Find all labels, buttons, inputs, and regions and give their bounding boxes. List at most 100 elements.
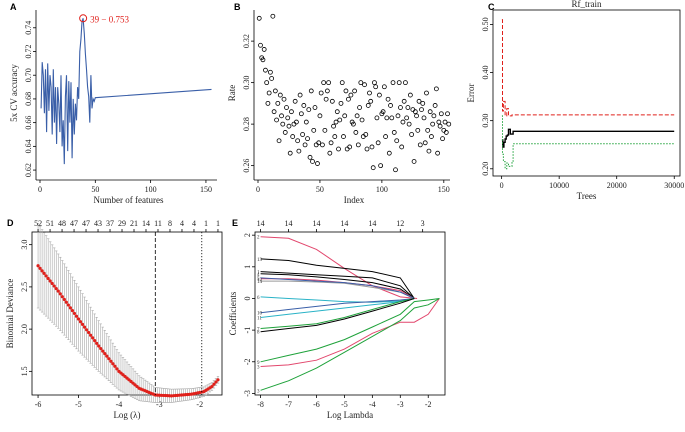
chart-d-mean-point: [216, 378, 220, 382]
chart-b-point: [352, 88, 358, 94]
chart-a-max-marker: [79, 14, 88, 23]
chart-e-coef-line-5: [260, 277, 415, 299]
chart-d-mean-point: [48, 279, 52, 283]
chart-e-x-tick-label: -2: [425, 400, 432, 409]
chart-b-point: [376, 92, 382, 98]
chart-b-point: [390, 80, 396, 86]
chart-e-coef-label: 10: [257, 312, 263, 317]
chart-b-x-tick-label: 50: [316, 185, 324, 194]
chart-a-y-tick-label: 0.64: [24, 139, 33, 153]
chart-b-point: [389, 115, 395, 121]
chart-b-point: [385, 96, 391, 102]
chart-e-coef-label: 5: [257, 277, 260, 282]
chart-b-y-tick-label: 0.30: [242, 76, 251, 90]
chart-b-point: [422, 140, 428, 146]
chart-b-y-tick-label: 0.26: [242, 159, 251, 173]
chart-d-mean-point: [62, 297, 66, 302]
chart-e-coef-line-9: [260, 298, 440, 363]
chart-e-coef-line-3: [260, 298, 440, 367]
chart-b-point: [327, 150, 333, 156]
chart-b-point: [388, 103, 393, 108]
chart-d-mean-point: [103, 352, 107, 356]
chart-e-coef-label: 1: [257, 271, 260, 276]
chart-e-coef-label: 6: [257, 296, 260, 301]
chart-e-top-tick-label: 3: [421, 219, 425, 228]
chart-b-point: [271, 109, 277, 115]
chart-d-mean-point: [70, 309, 75, 313]
chart-b-point: [443, 130, 449, 135]
chart-d-mean-point: [115, 367, 119, 371]
chart-d-mean-point: [52, 284, 56, 288]
chart-b-point: [284, 105, 289, 110]
chart-b-point: [287, 150, 293, 156]
chart-d-mean-point: [91, 336, 95, 340]
chart-b-point: [347, 144, 353, 150]
chart-b-point: [435, 150, 441, 156]
chart-d-mean-point: [89, 333, 93, 337]
chart-e-top-tick-label: 14: [340, 219, 348, 228]
chart-d-top-tick-label: 11: [154, 219, 162, 228]
chart-b-point: [260, 57, 266, 63]
chart-a-x-label: Number of features: [94, 195, 164, 205]
chart-b-point: [339, 80, 345, 86]
chart-d-x-tick-label: -4: [116, 400, 123, 409]
chart-d-mean-point: [54, 286, 58, 291]
chart-d-top-tick-label: 21: [130, 219, 138, 228]
chart-b-point: [301, 103, 307, 108]
chart-b-point: [399, 144, 405, 150]
chart-e-coef-line-8: [260, 298, 415, 333]
chart-d-top-tick-label: 43: [94, 219, 102, 228]
chart-e-y-tick-label: 0: [243, 296, 252, 300]
chart-a-annotation: 39 − 0.753: [90, 14, 129, 24]
chart-b-point: [426, 148, 432, 154]
chart-b-point: [391, 130, 397, 135]
chart-b-point: [411, 159, 417, 164]
chart-b-point: [446, 121, 452, 127]
chart-e-x-label: Log Lambda: [327, 410, 373, 420]
chart-b-x-tick-label: 150: [438, 185, 450, 194]
chart-c-x-label: Trees: [577, 191, 597, 201]
chart-b-point: [289, 109, 294, 115]
chart-b-point: [373, 84, 379, 90]
chart-b-x-tick-label: 0: [256, 185, 260, 194]
chart-a-x-tick-label: 0: [38, 185, 42, 194]
chart-a-letter: A: [10, 2, 17, 12]
chart-b-point: [424, 90, 429, 96]
chart-d-mean-point: [101, 349, 105, 353]
chart-d-x-tick-label: -2: [196, 400, 203, 409]
chart-a-y-label: 5x CV accuracy: [9, 64, 19, 122]
chart-c-x-tick-label: 0: [500, 181, 504, 190]
chart-e-frame: [254, 231, 446, 396]
chart-d-top-tick-label: 47: [70, 219, 78, 228]
chart-b-point: [364, 146, 370, 152]
chart-e-letter: E: [232, 218, 238, 228]
chart-c-y-tick-label: 0.30: [481, 114, 490, 128]
chart-b-point: [442, 119, 448, 125]
chart-b-point: [430, 121, 436, 127]
chart-e-y-tick-label: -2: [243, 358, 252, 365]
chart-d-mean-point: [78, 320, 83, 324]
chart-b-point: [378, 163, 384, 169]
chart-b-point: [432, 103, 438, 108]
chart-b-point: [338, 100, 344, 106]
chart-b-point: [317, 113, 323, 119]
chart-d-mean-point: [38, 266, 42, 270]
chart-b-point: [350, 121, 356, 127]
chart-b-point: [298, 111, 304, 117]
chart-e-top-tick-label: 14: [285, 219, 293, 228]
chart-b-point: [363, 132, 369, 137]
chart-b-point: [357, 105, 362, 110]
chart-d-mean-point: [56, 289, 60, 293]
chart-a-x-tick-label: 50: [91, 185, 99, 194]
chart-b-point: [275, 100, 281, 106]
chart-b-x-label: Index: [344, 195, 365, 205]
chart-b-point: [398, 105, 403, 110]
chart-b-point: [427, 109, 433, 115]
chart-b-point: [306, 107, 312, 112]
chart-c-x-tick-label: 30000: [664, 181, 684, 190]
chart-e-coef-line-1: [260, 271, 415, 299]
chart-e-x-tick-label: -3: [397, 400, 404, 409]
chart-b-point: [370, 165, 376, 171]
chart-b-point: [367, 90, 372, 96]
